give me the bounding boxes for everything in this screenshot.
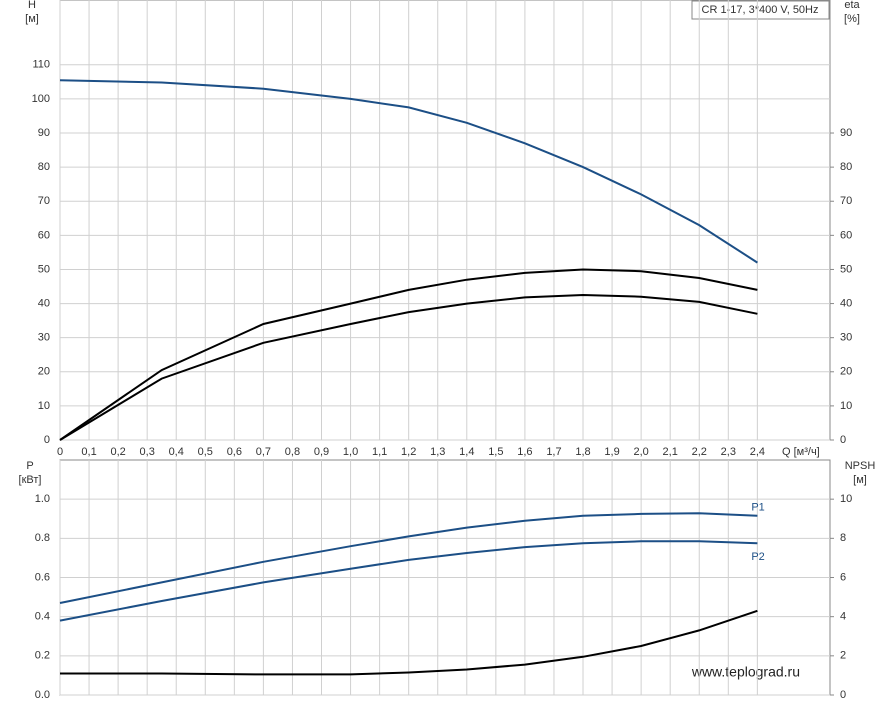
x-tick-label: 0,4 — [169, 446, 184, 458]
y-tick-label: 1.0 — [35, 493, 50, 505]
x-tick-label: 1,4 — [459, 446, 474, 458]
x-tick-label: 2,3 — [721, 446, 736, 458]
curve — [59, 79, 758, 264]
y2-tick-label: 10 — [840, 493, 852, 505]
x-tick-label: 1,7 — [546, 446, 561, 458]
y2-tick-label: 70 — [840, 195, 852, 207]
y2-tick-label: 0 — [840, 434, 846, 446]
curve — [60, 609, 758, 676]
x-tick-label: 0,9 — [314, 446, 329, 458]
x-tick-label: 1,1 — [372, 446, 387, 458]
y2-tick-label: 4 — [840, 611, 846, 623]
y-tick-label: 10 — [38, 400, 50, 412]
y-tick-label: 40 — [38, 297, 50, 309]
title-box — [691, 0, 830, 20]
x-tick-label: 1,5 — [488, 446, 503, 458]
y-tick-label: 60 — [38, 229, 50, 241]
y2-tick-label: 8 — [840, 532, 846, 544]
x-tick-label: 1,8 — [575, 446, 590, 458]
x-tick-label: 0,2 — [110, 446, 125, 458]
y-tick-label: 0.0 — [35, 689, 50, 701]
y2-tick-label: 20 — [840, 366, 852, 378]
y-tick-label: 0.2 — [35, 650, 50, 662]
y2-tick-label: 6 — [840, 571, 846, 583]
curve — [59, 268, 758, 441]
y-tick-label: 0.4 — [35, 611, 50, 623]
x-tick-label: 0,7 — [256, 446, 271, 458]
x-tick-label: 0,8 — [285, 446, 300, 458]
y-label: H — [28, 0, 36, 11]
y2-tick-label: 60 — [840, 229, 852, 241]
y2-tick-label: 90 — [840, 127, 852, 139]
x-tick-label: 1,2 — [401, 446, 416, 458]
x-label: Q [м³/ч] — [782, 446, 820, 458]
curve — [59, 512, 758, 604]
y-tick-label: 100 — [32, 93, 50, 105]
y2-tick-label: 30 — [840, 332, 852, 344]
x-tick-label: 2,4 — [750, 446, 765, 458]
y2-tick-label: 2 — [840, 650, 846, 662]
series-label: P1 — [751, 502, 764, 514]
y2-unit: [м] — [853, 474, 867, 486]
curve — [59, 540, 758, 622]
y-unit: [м] — [25, 13, 39, 25]
y2-tick-label: 0 — [840, 689, 846, 701]
y-tick-label: 50 — [38, 263, 50, 275]
x-tick-label: 2,1 — [663, 446, 678, 458]
series-label: P2 — [751, 551, 764, 563]
y2-tick-label: 10 — [840, 400, 852, 412]
y2-label: eta — [844, 0, 860, 11]
y-tick-label: 110 — [32, 59, 50, 71]
x-tick-label: 0,5 — [198, 446, 213, 458]
x-tick-label: 0 — [57, 446, 63, 458]
y2-unit: [%] — [844, 13, 860, 25]
x-tick-label: 1,6 — [517, 446, 532, 458]
chart-title: CR 1-17, 3*400 V, 50Hz — [702, 4, 819, 16]
y-tick-label: 80 — [38, 161, 50, 173]
x-tick-label: 0,1 — [81, 446, 96, 458]
x-tick-label: 2,2 — [692, 446, 707, 458]
curve — [59, 293, 758, 441]
y2-tick-label: 40 — [840, 297, 852, 309]
x-tick-label: 1,9 — [604, 446, 619, 458]
x-tick-label: 1,3 — [430, 446, 445, 458]
y2-tick-label: 50 — [840, 263, 852, 275]
y-label: P — [26, 460, 33, 472]
y-tick-label: 0 — [44, 434, 50, 446]
x-tick-label: 2,0 — [633, 446, 648, 458]
x-tick-label: 0,6 — [227, 446, 242, 458]
y-tick-label: 70 — [38, 195, 50, 207]
x-tick-label: 0,3 — [140, 446, 155, 458]
y-tick-label: 20 — [38, 366, 50, 378]
y2-label: NPSH — [845, 460, 876, 472]
y-tick-label: 0.6 — [35, 571, 50, 583]
y-tick-label: 0.8 — [35, 532, 50, 544]
y-unit: [кВт] — [19, 474, 42, 486]
y2-tick-label: 80 — [840, 161, 852, 173]
watermark: www.teplograd.ru — [691, 664, 800, 680]
y-tick-label: 30 — [38, 332, 50, 344]
x-tick-label: 1,0 — [343, 446, 358, 458]
y-tick-label: 90 — [38, 127, 50, 139]
